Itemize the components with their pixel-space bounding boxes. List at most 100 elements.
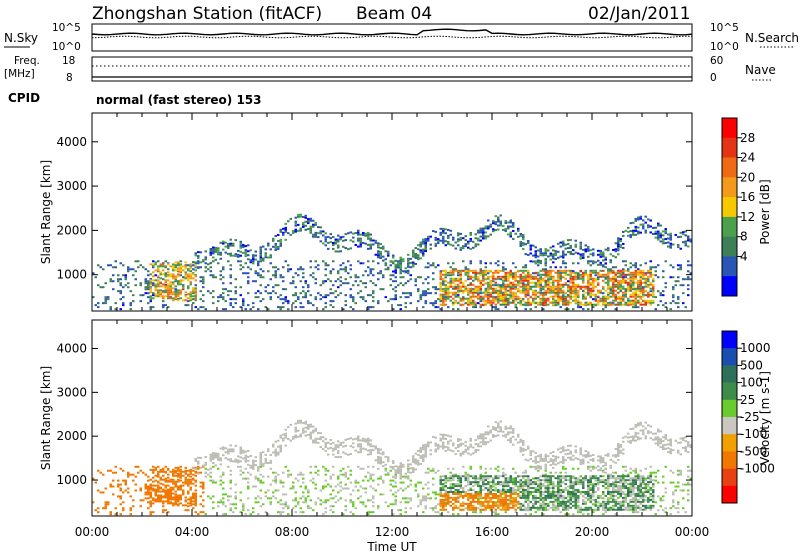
freq-label-2: [MHz] [4,68,35,80]
power-cell [592,269,595,272]
velocity-cell [252,465,255,468]
power-cell [239,246,242,249]
velocity-cell [184,509,187,512]
power-cell [632,233,635,236]
velocity-cell [212,479,215,482]
power-cell [157,295,160,298]
power-cell [629,299,632,302]
velocity-cell [182,490,185,493]
velocity-cell [349,481,352,484]
power-cell [157,275,160,278]
power-cell [394,268,397,271]
velocity-cell [309,435,312,438]
velocity-cell [447,494,450,497]
power-cell [472,269,475,272]
power-cell [534,285,537,288]
power-cell [404,302,407,305]
velocity-cell [189,486,192,489]
velocity-cell [364,487,367,490]
velocity-cell [267,475,270,478]
power-cell [462,283,465,286]
power-cell [164,272,167,275]
power-cell [402,276,405,279]
power-cell [564,277,567,280]
velocity-cell [372,465,375,468]
power-cell [667,233,670,236]
power-cell [252,306,255,309]
power-cell [502,262,505,265]
power-cell [637,293,640,296]
power-cell [247,272,250,275]
velocity-cell [312,439,315,442]
velocity-cell [317,441,320,444]
power-cell [187,300,190,303]
power-cell [479,231,482,234]
power-cell [474,243,477,246]
power-cell [399,268,402,271]
power-cell [672,276,675,279]
power-cell [534,250,537,253]
power-cell [154,287,157,290]
power-cell [317,226,320,229]
power-cell [439,308,442,311]
velocity-cell [369,449,372,452]
velocity-cell [312,509,315,512]
velocity-cell [462,442,465,445]
velocity-cell [174,493,177,496]
velocity-cell [372,445,375,448]
velocity-cell [227,465,230,468]
velocity-cell [249,513,252,516]
power-cell [569,244,572,247]
velocity-cell [179,496,182,499]
power-cell [202,278,205,281]
velocity-cell [337,499,340,502]
velocity-cell [184,466,187,469]
velocity-cell [142,499,145,502]
velocity-cell [267,462,270,465]
velocity-cell [442,506,445,509]
power-cell [439,287,442,290]
velocity-cell [269,459,272,462]
velocity-cell [469,475,472,478]
power-cell [449,281,452,284]
velocity-cell [242,509,245,512]
power-cell [602,308,605,311]
power-cell [259,258,262,261]
velocity-cell [492,502,495,505]
velocity-cell [387,458,390,461]
velocity-cell [447,477,450,480]
power-cell [154,274,157,277]
power-cell [479,287,482,290]
power-cell [537,264,540,267]
power-cell [367,235,370,238]
power-cell [542,303,545,306]
velocity-cell [197,462,200,465]
velocity-cell [249,454,252,457]
power-cell [274,234,277,237]
power-cell [459,271,462,274]
power-cell [469,247,472,250]
velocity-cell [129,509,132,512]
power-cell [644,262,647,265]
power-cell [607,295,610,298]
power-cell [547,303,550,306]
power-cell [444,273,447,276]
velocity-cell [344,505,347,508]
power-cell [624,279,627,282]
power-cell [444,291,447,294]
power-cell [509,301,512,304]
velocity-cell [329,442,332,445]
power-cell [669,276,672,279]
velocity-cell [447,498,450,501]
power-cell [382,274,385,277]
power-cell [574,293,577,296]
power-cell [332,300,335,303]
velocity-cell [384,463,387,466]
power-cell [587,289,590,292]
velocity-cell [452,502,455,505]
power-cell [587,301,590,304]
power-colorbar-swatch [722,276,737,297]
velocity-cell [494,513,497,516]
power-cell [662,294,665,297]
power-cell [414,252,417,255]
